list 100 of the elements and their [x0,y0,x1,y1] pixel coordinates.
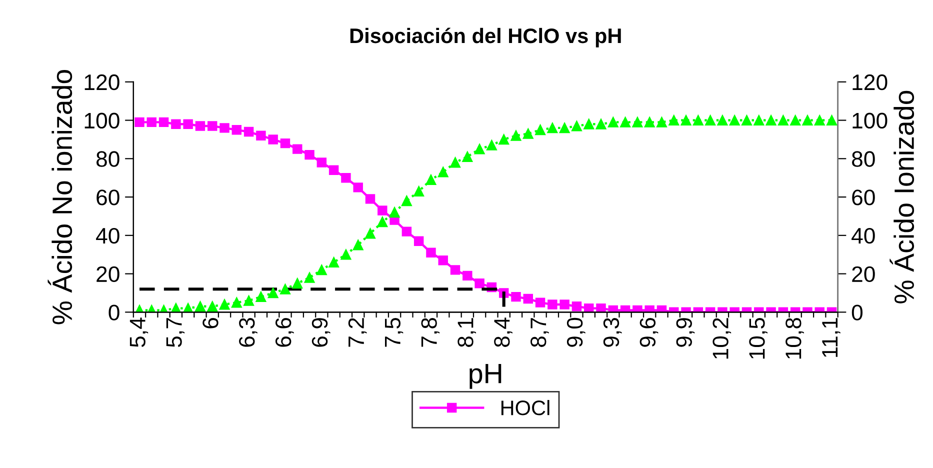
point [462,270,472,281]
x-tick-label: 9,9 [676,318,695,347]
x-tick-label: 7,5 [384,318,404,347]
point [207,301,218,312]
point [171,119,181,129]
point [158,117,169,128]
point [498,134,510,145]
point [632,305,642,312]
point [304,272,315,283]
point [256,130,266,140]
x-tick-label: 6,3 [239,318,258,347]
point [510,130,522,141]
point [340,249,352,260]
x-tick-label: 10,2 [712,318,732,359]
point [244,295,254,306]
point [778,115,788,126]
x-tick-label: 9,6 [640,318,658,347]
x-tick-label: 9,3 [603,318,622,347]
x-tick-label: 10,8 [786,318,804,359]
point [280,138,290,148]
x-tick-label: 6,9 [312,318,330,347]
point [353,182,363,192]
point [377,216,388,228]
y2-tick-label: 40 [852,228,875,244]
point [316,264,327,276]
point [292,144,302,154]
point [328,165,339,176]
point [426,248,436,258]
y-tick-label: 100 [84,112,120,129]
point [365,228,376,239]
point [316,158,327,168]
point [450,157,460,168]
point [644,116,655,128]
point [608,116,618,128]
point [328,257,340,268]
y2-tick-label: 60 [852,190,875,206]
point [462,152,473,162]
x-tick-label: 10,5 [749,318,768,359]
point [438,255,448,266]
point [352,240,364,250]
point [389,207,400,218]
x-tick-label: 6 [202,318,218,328]
point [668,115,680,126]
point [426,174,436,185]
point [705,115,716,126]
point [560,300,570,310]
point [256,292,266,302]
point [365,194,376,204]
y-tick-label: 60 [96,190,120,206]
point [220,123,230,133]
point [742,115,752,126]
point [522,128,534,139]
point [341,172,351,183]
point [559,122,570,134]
point [802,115,813,126]
point [268,288,278,298]
point [402,226,412,236]
point [244,126,254,137]
point [195,301,206,312]
point [378,206,388,216]
point [401,196,412,206]
point [548,300,558,310]
point [596,118,606,130]
y-tick-label: 80 [96,151,120,167]
point [450,265,460,275]
point [232,125,242,135]
x-tick-label: 5,4 [130,318,148,348]
point [717,115,728,126]
x-axis-title: pH [470,364,502,389]
x-tick-label: 7,2 [348,318,367,347]
legend-label: HOCl [501,400,550,416]
y-tick-label: 40 [96,228,120,244]
point [414,186,424,196]
point [474,278,484,288]
point [208,121,218,131]
point [414,236,424,246]
y-axis-title: % Ácido No ionizado [48,70,72,324]
point [438,166,448,178]
point [826,115,837,126]
point [814,115,825,126]
x-tick-label: 8,4 [494,318,512,347]
y2-tick-label: 100 [852,112,888,129]
point [547,122,558,134]
point [486,140,497,150]
point [268,134,278,144]
point [523,294,533,304]
point [474,144,485,154]
x-tick-label: 5,7 [166,318,185,348]
x-tick-label: 11,1 [822,318,840,357]
x-tick-label: 7,8 [421,318,440,347]
point [620,116,631,128]
chart-title: Disociación del HClO vs pH [350,28,621,48]
y2-tick-label: 20 [852,266,875,282]
point [195,121,206,131]
y2-tick-label: 120 [852,74,888,90]
point [535,298,546,308]
point [596,303,606,312]
point [292,278,303,289]
point [729,115,740,126]
point [280,284,290,294]
